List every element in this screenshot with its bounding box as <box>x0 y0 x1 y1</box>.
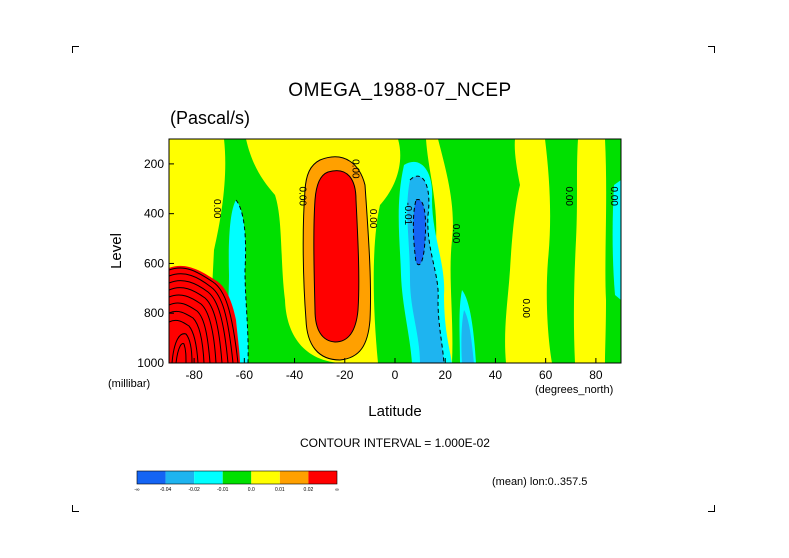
colorbar-swatch <box>222 471 252 484</box>
x-tick-label: -80 <box>185 368 203 382</box>
contour-line-dashed <box>235 199 249 363</box>
y-tick-label: 600 <box>144 256 164 270</box>
chart-title: OMEGA_1988-07_NCEP <box>288 80 512 101</box>
contour-line <box>171 333 193 363</box>
x-tick-label: -20 <box>336 368 354 382</box>
colorbar-label: 0.0 <box>248 487 255 493</box>
contour-label: 0.00 <box>520 299 531 319</box>
colorbar-label: 0.01 <box>275 487 285 493</box>
y-axis-ticks: 200 400 600 800 1000 <box>137 157 174 370</box>
contour-line <box>169 319 199 363</box>
region-more-negative-mid <box>461 310 474 363</box>
colorbar-label: -0.02 <box>188 487 200 493</box>
contour-label: 0.00 <box>297 187 308 207</box>
contour-interval-note: CONTOUR INTERVAL = 1.000E-02 <box>300 436 490 450</box>
x-tick-label: -40 <box>286 368 304 382</box>
colorbar-label: -0.01 <box>217 487 229 493</box>
contour-label: 0.00 <box>367 209 378 229</box>
contour-line <box>169 273 234 363</box>
y-tick-label: 1000 <box>137 356 164 370</box>
y-axis-unit: (millibar) <box>108 378 150 390</box>
contour-label: 0.00 <box>608 187 619 207</box>
colorbar-swatch <box>251 471 280 484</box>
x-tick-label: 0 <box>392 368 399 382</box>
contour-field <box>169 139 621 363</box>
colorbar-swatch <box>137 471 166 484</box>
colorbar-label: ∞ <box>335 487 339 493</box>
y-tick-label: 400 <box>144 207 164 221</box>
region-polar-red <box>169 265 240 363</box>
contour-line-dashed <box>412 199 427 266</box>
region-strongest-positive-core <box>313 170 359 342</box>
region-positive-tropical-strip <box>426 139 453 363</box>
region-negative-edge <box>612 180 621 300</box>
x-tick-label: 60 <box>539 368 553 382</box>
contour-label: -0.01 <box>402 202 413 225</box>
y-tick-label: 800 <box>144 306 164 320</box>
contour-label: 0.00 <box>563 187 574 207</box>
region-positive-northern-band <box>505 139 552 363</box>
corner-mark-top-left <box>72 46 79 53</box>
contour-label: 0.00 <box>211 199 222 219</box>
contour-outlines <box>235 156 445 363</box>
contour-line <box>169 302 211 363</box>
y-tick-label: 200 <box>144 157 164 171</box>
region-positive-polar-band <box>573 139 607 363</box>
contour-labels: 0.00 0.00 0.00 0.00 -0.01 0.00 0.00 0.00 0.00 <box>211 159 619 318</box>
colorbar-label: -∞ <box>134 487 140 493</box>
region-strongest-negative <box>413 199 426 265</box>
y-axis-title: Level <box>108 233 125 269</box>
x-axis-ticks: -80 -60 -40 -20 0 20 40 60 80 <box>185 358 603 382</box>
x-tick-label: 40 <box>489 368 503 382</box>
contour-line <box>169 294 217 363</box>
contour-line <box>302 156 372 361</box>
corner-mark-bottom-left <box>72 505 79 512</box>
x-tick-label: -60 <box>236 368 254 382</box>
chart-subtitle: (Pascal/s) <box>170 108 251 128</box>
colorbar-swatch <box>165 471 195 484</box>
contour-line <box>169 310 205 363</box>
contour-line <box>169 267 239 363</box>
mean-longitude-note: (mean) lon:0..357.5 <box>492 476 588 488</box>
contour-line <box>175 343 187 363</box>
colorbar-swatch <box>279 471 309 484</box>
colorbar-swatch <box>194 471 223 484</box>
contour-label: 0.00 <box>450 224 461 244</box>
colorbar-swatch <box>308 471 337 484</box>
x-tick-label: 20 <box>439 368 453 382</box>
contour-label: 0.00 <box>349 159 360 179</box>
x-tick-label: 80 <box>589 368 603 382</box>
colorbar-frame <box>136 470 338 485</box>
contour-line-dashed <box>409 175 445 363</box>
x-axis-unit: (degrees_north) <box>535 384 613 396</box>
contour-line <box>169 287 223 363</box>
colorbar: -∞ -0.04 -0.02 -0.01 0.0 0.01 0.02 ∞ <box>134 470 339 493</box>
colorbar-label: -0.04 <box>160 487 172 493</box>
colorbar-label: 0.02 <box>304 487 314 493</box>
contour-line <box>313 170 360 343</box>
corner-mark-bottom-right <box>708 505 715 512</box>
contour-line <box>169 280 229 363</box>
x-axis-title: Latitude <box>368 403 421 420</box>
dense-contour-lines <box>169 267 239 363</box>
corner-mark-top-right <box>708 46 715 53</box>
